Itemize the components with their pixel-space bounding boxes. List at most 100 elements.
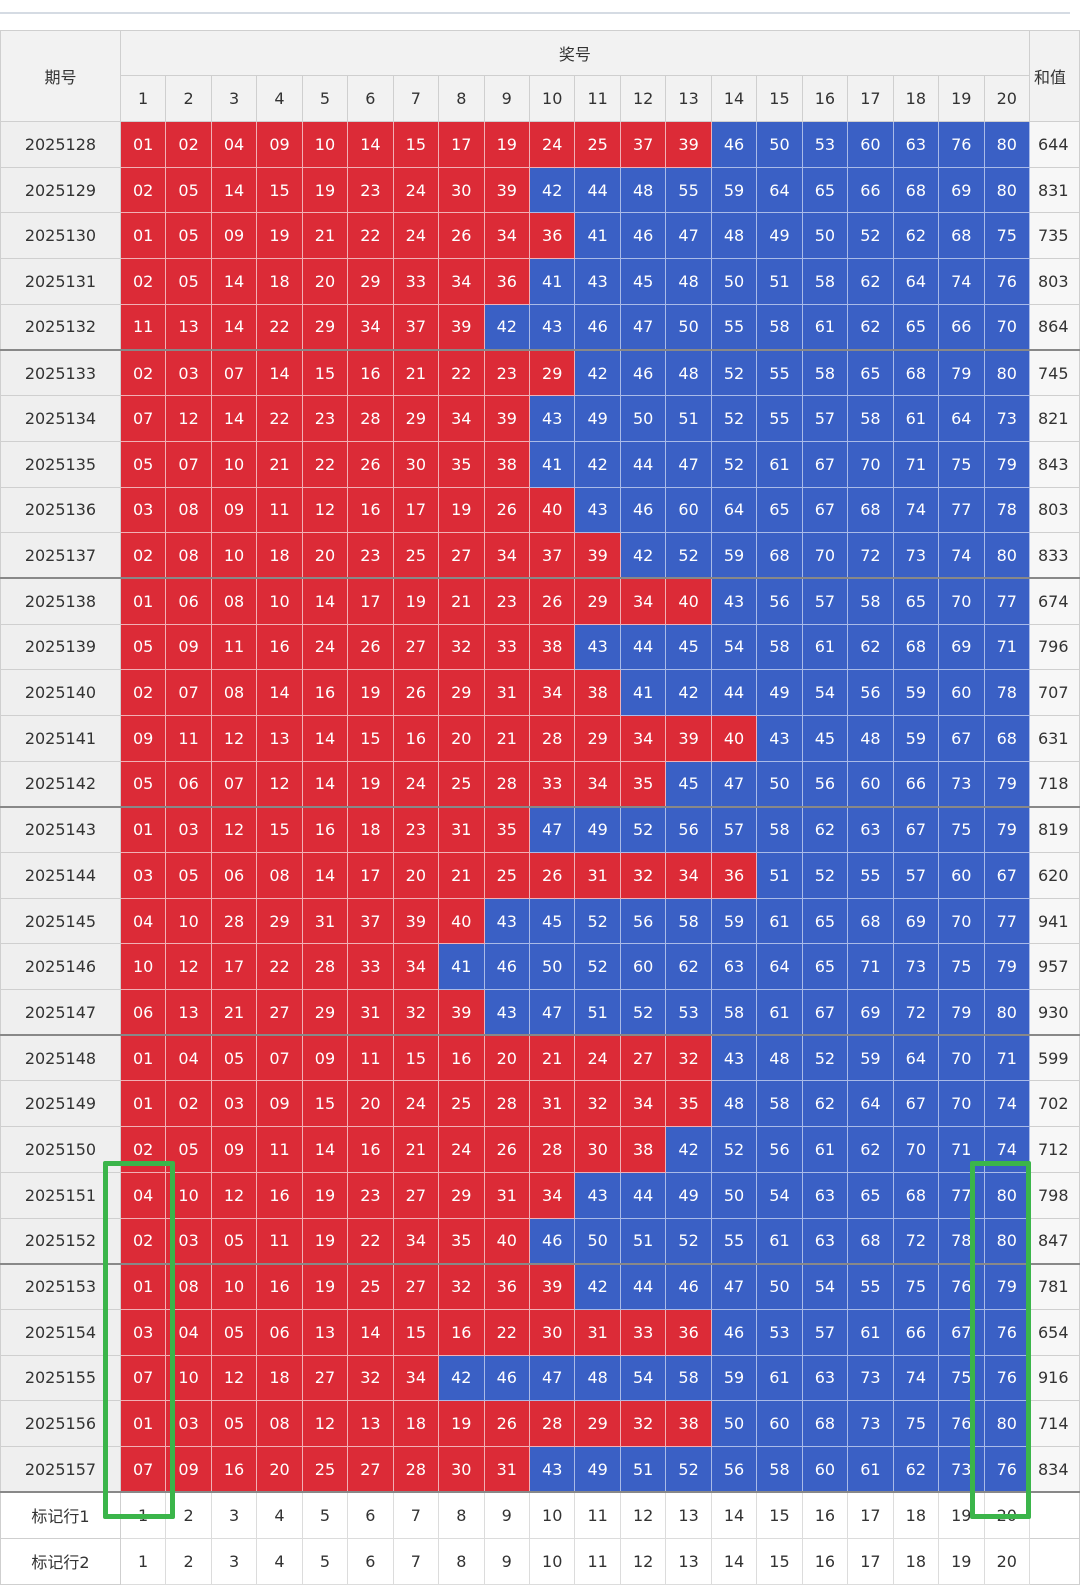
mark-cell[interactable]: 15 <box>756 1491 803 1539</box>
mark-cell[interactable]: 17 <box>847 1491 894 1539</box>
mark-cell[interactable]: 4 <box>256 1537 303 1585</box>
number-cell: 15 <box>392 121 440 168</box>
column-index-header: 7 <box>392 75 440 122</box>
number-cell: 24 <box>438 1126 485 1173</box>
mark-cell[interactable]: 8 <box>438 1491 485 1539</box>
number-cell: 62 <box>801 805 849 853</box>
number-cell: 07 <box>165 440 212 488</box>
number-cell: 52 <box>574 897 621 945</box>
number-cell: 61 <box>801 1126 849 1173</box>
mark-cell[interactable]: 15 <box>756 1537 803 1585</box>
number-cell: 17 <box>347 852 394 899</box>
mark-cell[interactable]: 7 <box>392 1491 440 1539</box>
period-cell: 2025136 <box>0 486 121 534</box>
mark-cell[interactable]: 19 <box>938 1491 985 1539</box>
mark-cell[interactable]: 11 <box>574 1537 621 1585</box>
mark-cell[interactable]: 20 <box>983 1491 1030 1539</box>
number-cell: 03 <box>165 348 212 397</box>
number-cell: 41 <box>574 212 621 260</box>
number-cell: 03 <box>165 1400 212 1447</box>
number-cell: 48 <box>710 1080 758 1128</box>
mark-cell[interactable]: 18 <box>892 1537 940 1585</box>
period-cell: 2025140 <box>0 669 121 716</box>
mark-cell[interactable]: 13 <box>665 1537 712 1585</box>
number-cell: 57 <box>801 1308 849 1356</box>
mark-cell[interactable]: 5 <box>301 1491 349 1539</box>
number-cell: 52 <box>801 852 849 899</box>
number-cell: 12 <box>210 1354 258 1402</box>
mark-cell[interactable]: 18 <box>892 1491 940 1539</box>
column-index-header: 18 <box>892 75 940 122</box>
number-cell: 06 <box>165 760 212 808</box>
number-cell: 16 <box>210 1445 258 1493</box>
mark-cell[interactable]: 2 <box>165 1491 212 1539</box>
number-cell: 68 <box>892 166 940 214</box>
number-cell: 04 <box>119 1171 167 1219</box>
mark-cell[interactable]: 8 <box>438 1537 485 1585</box>
mark-cell[interactable]: 2 <box>165 1537 212 1585</box>
mark-cell[interactable]: 6 <box>347 1491 394 1539</box>
mark-cell[interactable]: 13 <box>665 1491 712 1539</box>
mark-cell[interactable]: 3 <box>210 1491 258 1539</box>
mark-cell[interactable]: 14 <box>710 1537 758 1585</box>
number-cell: 76 <box>983 258 1030 305</box>
mark-cell[interactable]: 6 <box>347 1537 394 1585</box>
number-cell: 74 <box>983 1080 1030 1128</box>
mark-cell[interactable]: 4 <box>256 1491 303 1539</box>
mark-cell[interactable]: 11 <box>574 1491 621 1539</box>
mark-cell[interactable]: 12 <box>619 1491 667 1539</box>
number-cell: 58 <box>801 258 849 305</box>
mark-cell[interactable]: 10 <box>528 1537 576 1585</box>
number-cell: 69 <box>847 989 894 1036</box>
mark-cell[interactable]: 5 <box>301 1537 349 1585</box>
mark-cell[interactable]: 7 <box>392 1537 440 1585</box>
number-cell: 21 <box>210 989 258 1036</box>
column-index-header: 14 <box>710 75 758 122</box>
mark-cell[interactable]: 19 <box>938 1537 985 1585</box>
number-cell: 10 <box>210 1262 258 1310</box>
number-cell: 01 <box>119 577 167 625</box>
number-cell: 62 <box>665 943 712 991</box>
mark-cell[interactable]: 1 <box>119 1491 167 1539</box>
mark-cell[interactable]: 17 <box>847 1537 894 1585</box>
number-cell: 61 <box>847 1445 894 1493</box>
table-row: 2025150 02 05 09 11 14 16 21 24 26 28 30 38 42 52 56 61 6… <box>0 1126 1080 1173</box>
column-index-header: 16 <box>801 75 849 122</box>
mark-cell[interactable]: 3 <box>210 1537 258 1585</box>
number-cell: 59 <box>710 532 758 579</box>
number-cell: 50 <box>756 1262 803 1310</box>
mark-cell[interactable]: 12 <box>619 1537 667 1585</box>
number-cell: 16 <box>438 1308 485 1356</box>
mark-cell[interactable]: 16 <box>801 1491 849 1539</box>
number-cell: 29 <box>347 258 394 305</box>
number-cell: 03 <box>165 1217 212 1265</box>
mark-row-label: 标记行1 <box>0 1491 121 1539</box>
number-cell: 58 <box>756 1445 803 1493</box>
mark-cell[interactable]: 10 <box>528 1491 576 1539</box>
mark-cell[interactable]: 16 <box>801 1537 849 1585</box>
table-row: 2025152 02 03 05 11 19 22 34 35 40 46 50 51 52 55 61 63 6… <box>0 1217 1080 1265</box>
sum-cell: 847 <box>1028 1217 1080 1265</box>
table-row: 2025139 05 09 11 16 24 26 27 32 33 38 43 44 45 54 58 61 6… <box>0 623 1080 671</box>
number-cell: 37 <box>528 532 576 579</box>
number-cell: 09 <box>165 623 212 671</box>
mark-cell[interactable]: 20 <box>983 1537 1030 1585</box>
number-cell: 03 <box>119 1308 167 1356</box>
column-index-header: 1 <box>119 75 167 122</box>
period-cell: 2025157 <box>0 1445 121 1493</box>
number-cell: 42 <box>483 303 530 351</box>
mark-cell[interactable]: 9 <box>483 1537 530 1585</box>
mark-cell[interactable]: 1 <box>119 1537 167 1585</box>
number-cell: 08 <box>256 852 303 899</box>
number-cell: 62 <box>847 623 894 671</box>
number-cell: 65 <box>801 943 849 991</box>
number-cell: 27 <box>619 1034 667 1082</box>
number-cell: 70 <box>938 577 985 625</box>
period-cell: 2025153 <box>0 1262 121 1310</box>
number-cell: 63 <box>801 1217 849 1265</box>
mark-cell[interactable]: 14 <box>710 1491 758 1539</box>
number-cell: 03 <box>165 805 212 853</box>
column-index-header: 3 <box>210 75 258 122</box>
mark-cell[interactable]: 9 <box>483 1491 530 1539</box>
number-cell: 13 <box>301 1308 349 1356</box>
